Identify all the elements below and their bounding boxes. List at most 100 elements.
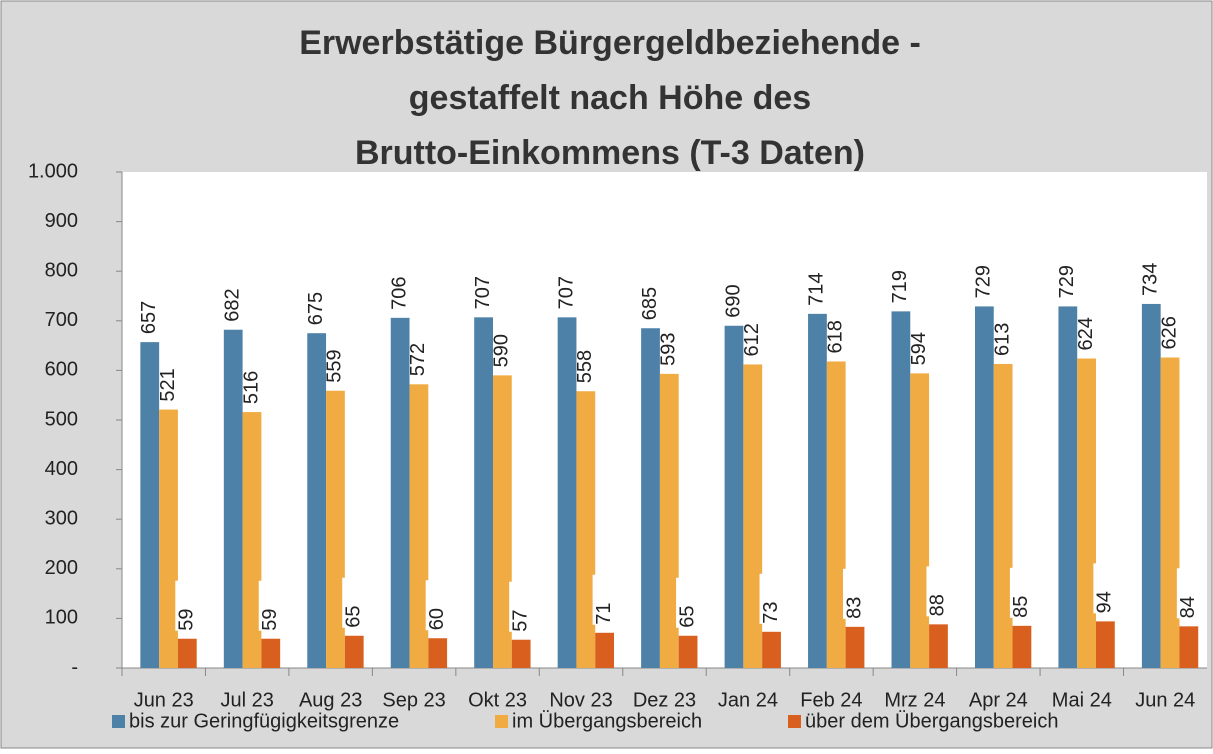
data-label: 65 — [343, 606, 365, 628]
data-label: 714 — [806, 272, 828, 305]
data-label: 675 — [305, 292, 327, 325]
x-tick-label: Mrz 24 — [884, 689, 945, 711]
data-label-bg — [759, 573, 784, 624]
data-label: 65 — [676, 606, 698, 628]
y-tick-label: 300 — [45, 507, 78, 529]
data-label: 594 — [908, 332, 930, 365]
bar — [140, 342, 160, 668]
x-tick-label: Jan 24 — [718, 689, 778, 711]
x-tick-label: Apr 24 — [969, 689, 1028, 711]
bar — [595, 632, 615, 668]
bar — [678, 635, 698, 668]
data-label: 734 — [1140, 263, 1162, 296]
x-tick-label: Jun 23 — [134, 689, 194, 711]
data-label: 83 — [843, 597, 865, 619]
data-label: 624 — [1075, 317, 1097, 350]
bar — [891, 311, 911, 668]
bar — [1077, 358, 1096, 668]
bar — [177, 638, 197, 668]
legend-label: über dem Übergangsbereich — [805, 710, 1059, 732]
data-label: 657 — [138, 301, 160, 334]
y-tick-label: 700 — [45, 309, 78, 331]
data-label: 719 — [889, 270, 911, 303]
bar — [492, 375, 512, 668]
data-label: 729 — [973, 265, 995, 298]
bar — [826, 361, 846, 668]
bar — [659, 373, 679, 668]
bar — [242, 412, 262, 668]
data-label: 516 — [240, 371, 262, 404]
data-label: 71 — [593, 603, 615, 625]
data-label-bg — [926, 566, 951, 617]
data-label: 521 — [157, 368, 179, 401]
data-label-bg — [258, 580, 283, 631]
x-tick-label: Mai 24 — [1052, 689, 1112, 711]
legend-marker — [112, 715, 125, 728]
data-label: 612 — [741, 323, 763, 356]
bar — [576, 391, 596, 668]
data-label-bg — [592, 574, 617, 625]
bar — [1179, 626, 1199, 668]
chart-title: Brutto-Einkommens (T-3 Daten) — [355, 134, 865, 172]
x-tick-label: Aug 23 — [299, 689, 362, 711]
bar — [159, 409, 178, 668]
bar — [511, 639, 531, 668]
bar — [993, 363, 1013, 668]
bar — [641, 328, 660, 668]
data-label-bg — [175, 580, 200, 631]
data-label: 685 — [639, 287, 661, 320]
bar — [724, 325, 744, 668]
chart-title: Erwerbstätige Bürgergeldbeziehende - — [299, 24, 921, 62]
y-tick-label: 900 — [45, 210, 78, 232]
bar — [344, 635, 364, 668]
data-label-bg — [843, 568, 868, 619]
data-label-bg — [676, 577, 701, 628]
data-label: 593 — [658, 332, 680, 365]
legend-marker — [495, 715, 508, 728]
data-label: 73 — [760, 602, 782, 624]
bar — [223, 329, 243, 668]
bar — [474, 317, 493, 668]
data-label: 59 — [176, 608, 198, 630]
data-label: 85 — [1010, 596, 1032, 618]
data-label: 613 — [991, 323, 1013, 356]
bar — [974, 306, 994, 668]
data-label: 590 — [491, 334, 513, 367]
data-label: 706 — [388, 276, 410, 309]
data-label-bg — [1009, 567, 1034, 618]
y-tick-label: - — [71, 656, 78, 678]
x-tick-label: Jul 23 — [221, 689, 274, 711]
data-label: 57 — [509, 609, 531, 631]
data-label: 84 — [1177, 596, 1199, 618]
data-label-bg — [1176, 568, 1201, 619]
y-tick-label: 800 — [45, 259, 78, 281]
x-tick-label: Feb 24 — [800, 689, 862, 711]
data-label: 690 — [722, 284, 744, 317]
data-label: 59 — [259, 608, 281, 630]
x-tick-label: Dez 23 — [633, 689, 696, 711]
data-label: 626 — [1158, 316, 1180, 349]
bar — [557, 317, 577, 668]
legend-label: bis zur Geringfügigkeitsgrenze — [129, 710, 399, 732]
bar — [1160, 357, 1180, 668]
data-label: 618 — [825, 320, 847, 353]
bar — [1012, 625, 1032, 668]
bar — [261, 638, 281, 668]
data-label: 94 — [1094, 591, 1116, 613]
y-tick-label: 600 — [45, 359, 78, 381]
y-tick-label: 500 — [45, 408, 78, 430]
y-tick-label: 200 — [45, 557, 78, 579]
x-tick-label: Sep 23 — [382, 689, 445, 711]
bar — [1095, 621, 1115, 668]
x-tick-label: Nov 23 — [549, 689, 612, 711]
bar — [428, 638, 448, 668]
y-tick-label: 100 — [45, 607, 78, 629]
data-label: 707 — [472, 276, 494, 309]
data-label: 60 — [426, 608, 448, 630]
x-tick-label: Jun 24 — [1135, 689, 1195, 711]
bar — [390, 317, 410, 668]
x-tick-label: Okt 23 — [468, 689, 527, 711]
data-label-bg — [509, 581, 534, 632]
data-label-bg — [1093, 563, 1118, 614]
